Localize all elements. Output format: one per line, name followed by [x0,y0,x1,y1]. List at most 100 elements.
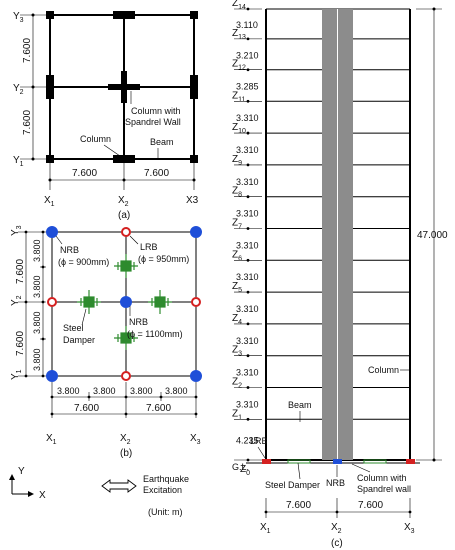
panel-a-plan: Y1 Y2 Y3 7.600 7.600 7.600 7.600 X1 X2 X… [13,11,199,221]
damper-label-2: Damper [63,335,95,345]
story-height-label: 3.285 [236,82,259,92]
nrb-bearing-large [120,296,132,308]
story-height-label: 3.310 [236,368,259,378]
span-y-upper-b: 7.600 [15,259,26,284]
lrb-label-1: LRB [140,242,158,252]
floor-label: Z10 [232,122,246,135]
floor-label: Z9 [232,154,242,167]
excitation-arrow-icon [101,479,137,493]
caption-b: (b) [120,448,132,459]
floor-label: Z4 [232,313,242,326]
axis-x3-label-b: X3 [190,433,201,446]
steel-damper [114,254,138,278]
axis-x3-label-a: X3 [186,195,199,206]
axis-y3-label-b: Y3 [10,225,23,236]
span-x-right-b: 7.600 [146,403,171,414]
span-x-right-c: 7.600 [358,500,383,511]
steel-damper [148,290,172,314]
span-x-half-b: 3.800 [93,386,116,396]
bearings [46,226,202,382]
story-height-label: 3.310 [236,177,259,187]
story-height-label: 3.310 [236,113,259,123]
nrb-1100-label-1: NRB [129,317,148,327]
floor-label: Z1 [232,408,242,421]
gl-label: G.L. [232,462,249,472]
steel-damper [287,459,311,464]
steel-damper [363,459,387,464]
axis-x1-label-c: X1 [260,522,271,535]
total-height: 47.000 [417,230,448,241]
beam-label-a: Beam [150,137,174,147]
span-x-left-c: 7.600 [286,500,311,511]
nrb-bearing [190,226,202,238]
column-marker [190,155,198,163]
axis-y2-label-a: Y2 [13,83,24,96]
legend-axis-y: Y [18,466,25,477]
lrb-label-2: (ϕ = 950mm) [138,254,189,264]
steel-damper-label-c: Steel Damper [265,480,320,490]
story-height-label: 3.310 [236,336,259,346]
story-height-label: 3.310 [236,272,259,282]
steel-dampers [77,254,172,350]
column-label-a: Column [80,134,111,144]
story-height-label: 3.310 [236,145,259,155]
floor-label: Z13 [232,28,246,41]
lrb-bearing [406,459,415,464]
floor-label: Z12 [232,59,246,72]
span-y-half-b: 3.800 [32,275,42,298]
spandrel-wall [113,155,135,163]
axis-y1-label-a: Y1 [13,155,24,168]
story-height-label: 3.110 [236,20,258,30]
floor-label: Z14 [232,0,246,11]
lrb-bearing [121,371,131,381]
axis-x3-label-c: X3 [404,522,415,535]
story-height-label: 3.310 [236,399,259,409]
story-height-label: 3.310 [236,240,259,250]
floor-label: Z7 [232,217,242,230]
excitation-label-1: Earthquake [143,474,189,484]
axis-y2-label-b: Y2 [10,295,23,306]
span-x-left-a: 7.600 [72,168,97,179]
lrb-bearing [191,297,201,307]
span-y-half-b: 3.800 [32,311,42,334]
story-height-label: 3.310 [236,209,259,219]
nrb-bearing [333,459,342,464]
damper-label-1: Steel [63,323,84,333]
spandrel-wall [190,75,198,99]
lrb-bearing [262,459,271,464]
steel-damper [77,290,101,314]
span-x-left-b: 7.600 [74,403,99,414]
spandrel-label-a-1: Column with [131,106,181,116]
column-label-c: Column [368,365,399,375]
floor-label: Z3 [232,345,242,358]
column-marker [46,11,54,19]
column-marker [46,155,54,163]
columns-a [46,11,198,163]
nrb-bearing [190,370,202,382]
spandrel-wall [121,71,127,103]
panel-b-isolation-plan: Y3 Y2 Y1 7.600 7.600 3.800 3.800 3.800 3… [10,225,202,459]
floor-label: Z8 [232,186,242,199]
floor-label: Z6 [232,249,242,262]
axis-x2-label-c: X2 [331,522,342,535]
spandrel-label-c-2: Spandrel wall [357,484,411,494]
story-height-label: 3.210 [236,50,259,60]
floor-label: Z2 [232,377,242,390]
nrb-900-label-2: (ϕ = 900mm) [58,257,109,267]
span-y-lower-a: 7.600 [22,110,33,135]
span-x-half-b: 3.800 [57,386,80,396]
spandrel-label-c-1: Column with [357,473,407,483]
legend-axis-x: X [39,490,46,501]
spandrel-wall [113,11,135,19]
axis-x1-label-b: X1 [46,433,57,446]
story-height-label: 4.235 [236,436,259,446]
span-x-right-a: 7.600 [144,168,169,179]
nrb-900-label-1: NRB [60,245,79,255]
lrb-bearing [47,297,57,307]
axis-y1-label-b: Y1 [10,369,23,380]
span-y-lower-b: 7.600 [15,331,26,356]
floor-labels: Z0 Z1 Z2 Z3 Z4 Z5 Z6 Z7 Z8 Z9 Z10 Z11 Z12 Z13 Z14 4.235… [232,0,262,477]
lrb-bearing [121,227,131,237]
axis-x2-label-b: X2 [120,433,131,446]
